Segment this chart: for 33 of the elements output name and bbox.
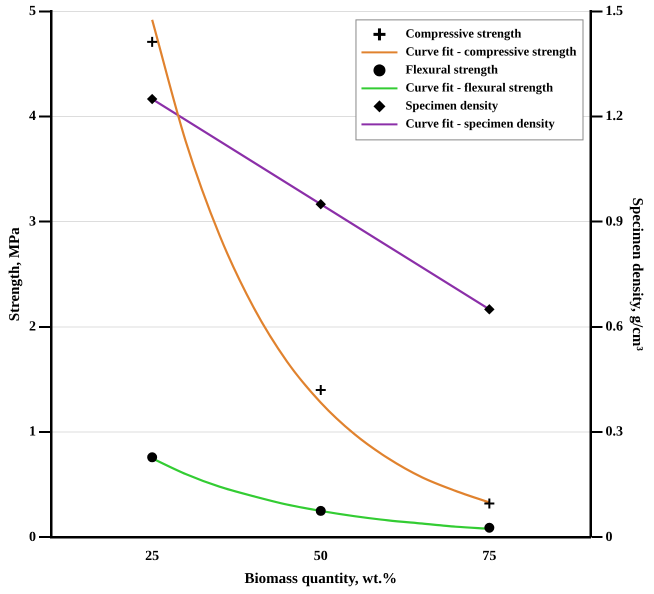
x-tick-label: 50 xyxy=(314,549,328,564)
point xyxy=(147,452,158,462)
y2-tick-label: 1.2 xyxy=(606,109,623,124)
point xyxy=(147,94,158,104)
y-tick-label: 3 xyxy=(29,214,36,230)
y-tick-label: 0 xyxy=(29,530,36,545)
legend-label: Specimen density xyxy=(405,98,499,113)
legend-label: Curve fit - compressive strength xyxy=(405,44,577,59)
point xyxy=(314,384,327,396)
legend-label: Compressive strength xyxy=(405,26,522,41)
point xyxy=(146,36,158,48)
legend-label: Flexural strength xyxy=(405,62,498,77)
y2-tick-label: 0.9 xyxy=(606,214,623,230)
x-tick-label: 25 xyxy=(145,549,160,564)
legend-label: Curve fit - flexural strength xyxy=(405,80,554,95)
x-tick-label: 75 xyxy=(482,549,496,564)
point xyxy=(484,304,494,314)
point xyxy=(483,498,496,510)
point xyxy=(316,506,326,516)
y-tick-label: 4 xyxy=(29,109,36,124)
y2-axis-title: Specimen density, g/cm³ xyxy=(629,198,646,352)
y-axis-title: Strength, MPa xyxy=(6,226,23,322)
y2-tick-label: 1.5 xyxy=(606,4,623,20)
y2-tick-label: 0 xyxy=(606,530,612,545)
y-tick-label: 5 xyxy=(29,4,36,20)
y2-tick-label: 0.3 xyxy=(606,424,623,440)
point xyxy=(316,199,326,210)
point xyxy=(484,522,494,533)
y2-tick-label: 0.6 xyxy=(606,319,623,334)
y-tick-label: 1 xyxy=(29,424,36,440)
legend-label: Curve fit - specimen density xyxy=(405,116,556,131)
x-axis-title: Biomass quantity, wt.% xyxy=(244,570,398,587)
y-tick-label: 2 xyxy=(29,319,36,334)
